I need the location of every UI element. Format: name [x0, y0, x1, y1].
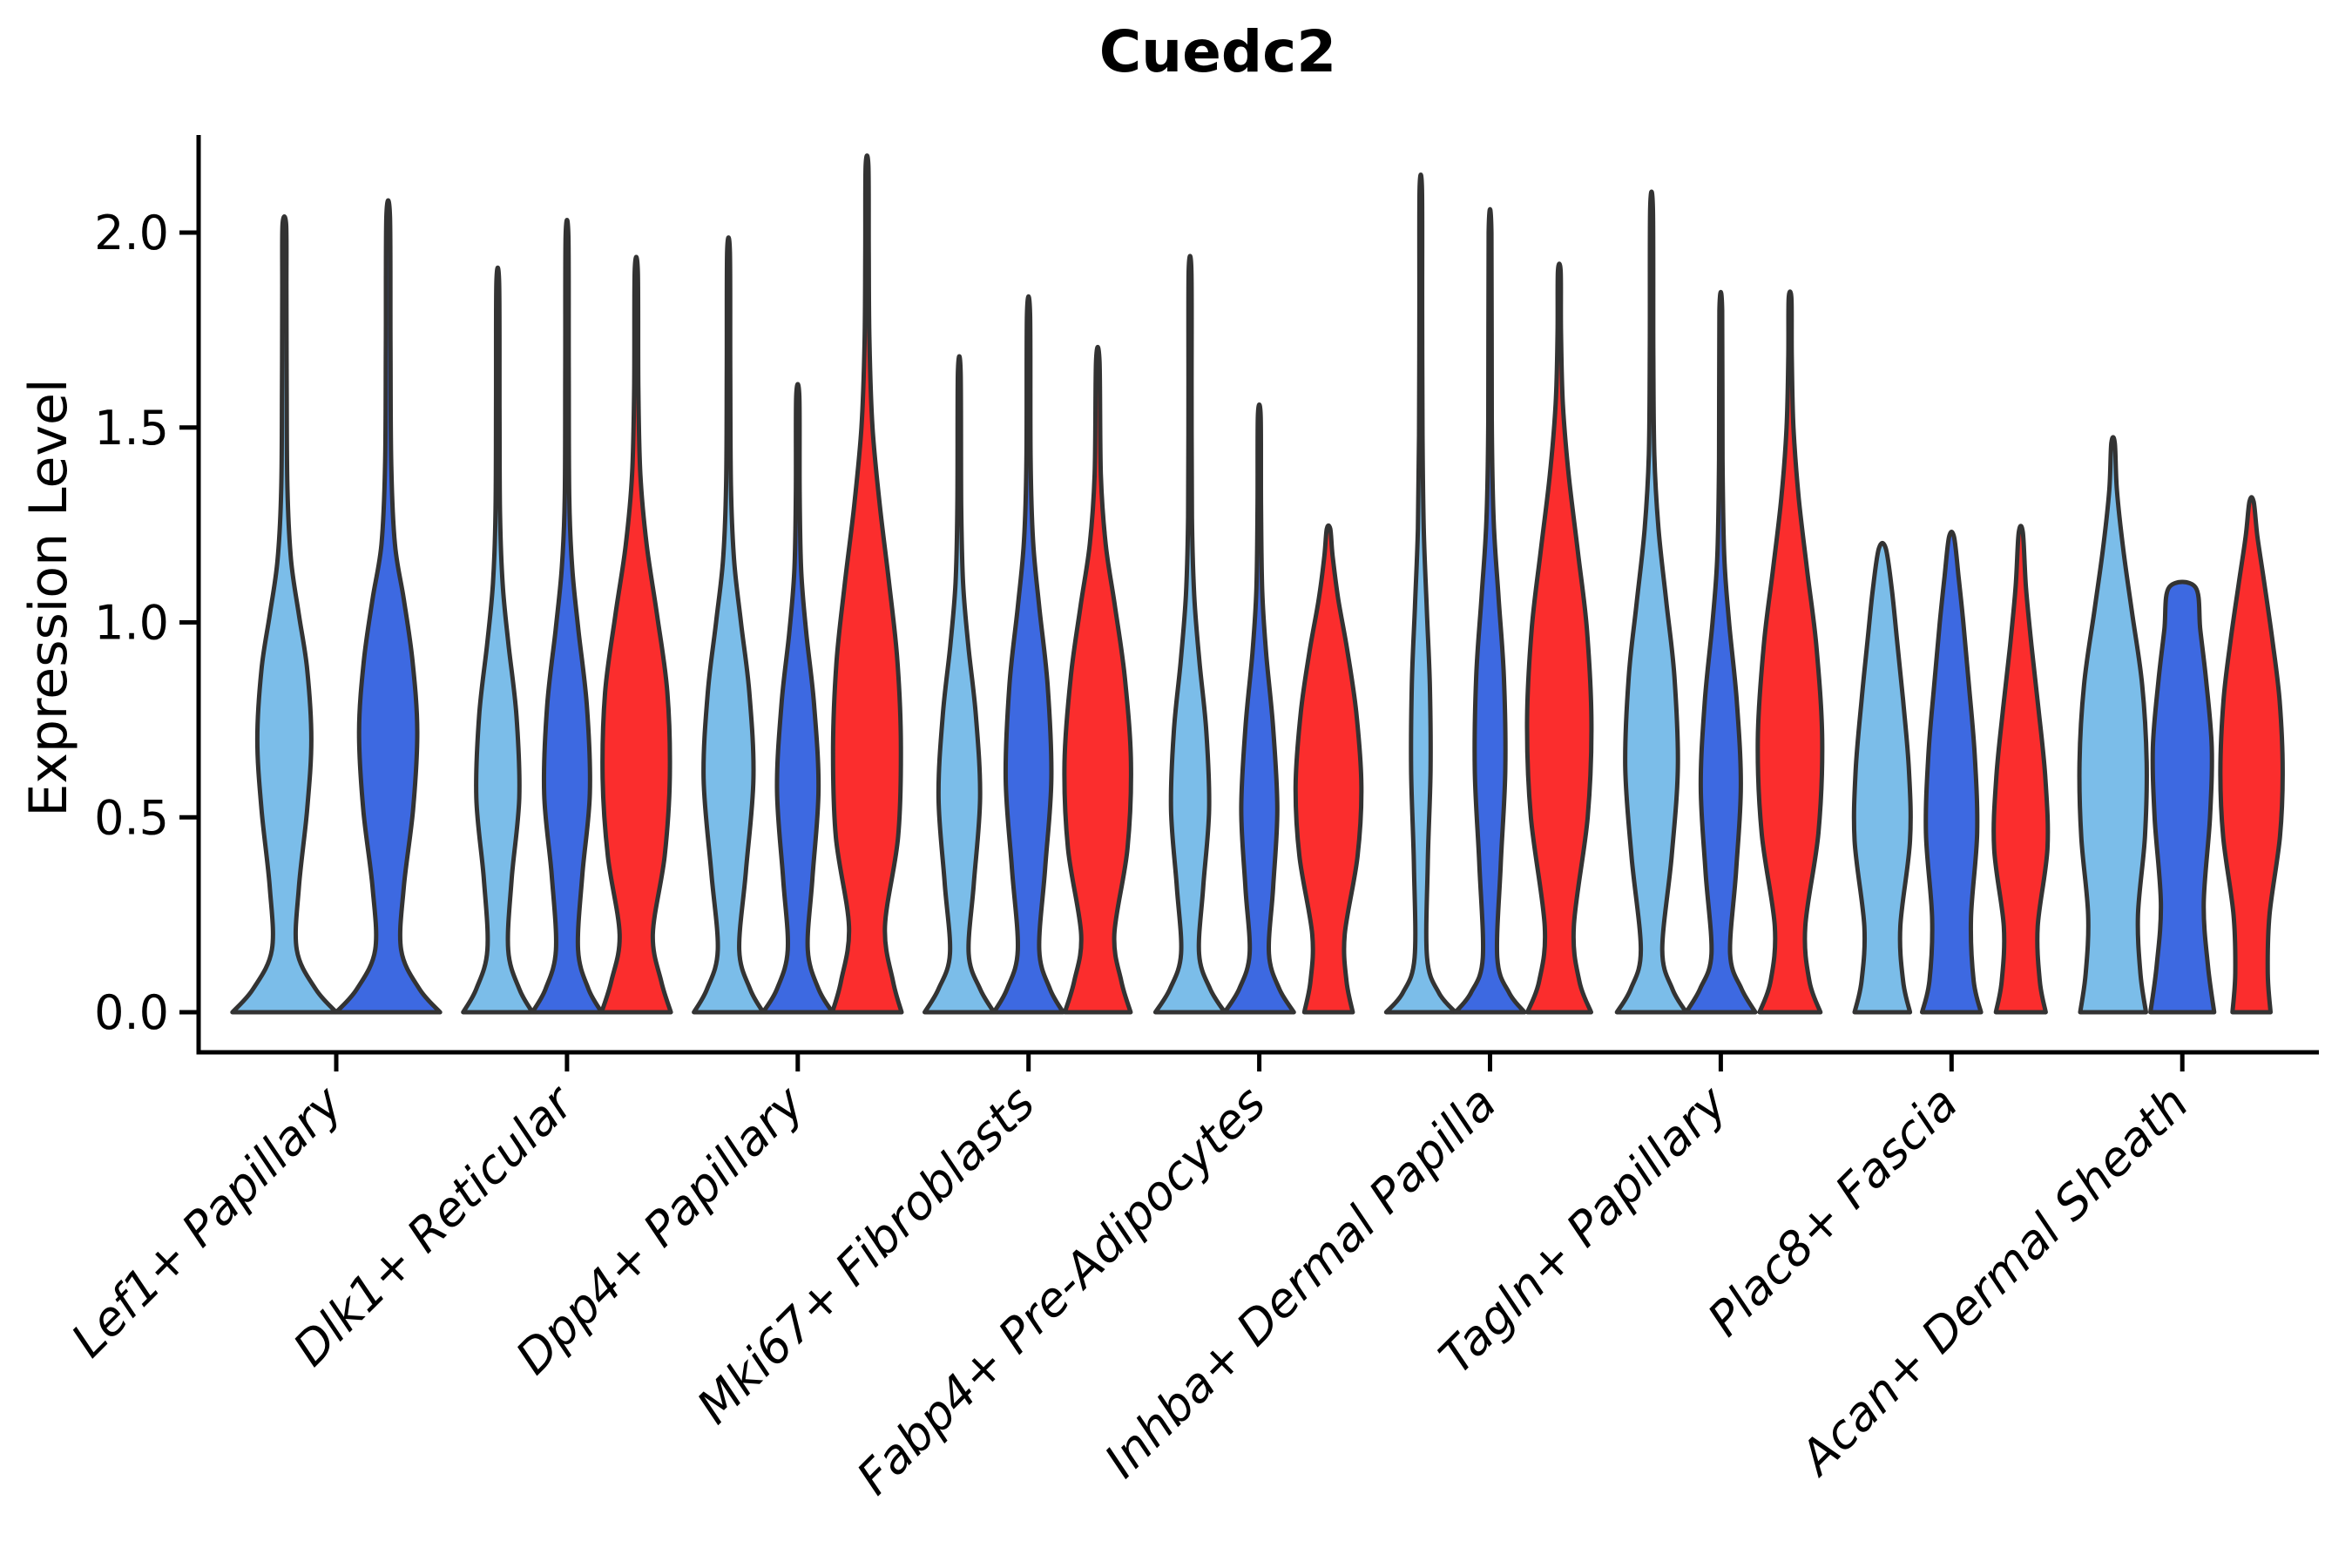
violin: [692, 235, 766, 1015]
y-tick-label: 2.0: [94, 206, 169, 260]
violin: [1991, 524, 2051, 1015]
violin: [1222, 402, 1296, 1015]
y-tick-label: 0.0: [94, 985, 169, 1040]
x-tick-label: Acan+ Dermal Sheath: [1788, 1076, 2199, 1487]
violin: [830, 153, 904, 1015]
violin: [1062, 344, 1133, 1015]
violin: [461, 265, 535, 1015]
violin: [530, 217, 605, 1015]
violin: [1614, 189, 1689, 1015]
violin: [1851, 540, 1913, 1015]
violin: [1920, 529, 1984, 1015]
violin: [1453, 206, 1527, 1015]
violin: [2218, 495, 2285, 1015]
violin: [1755, 289, 1825, 1015]
axes-layer: [179, 135, 2319, 1071]
violin: [1524, 261, 1594, 1015]
y-axis-title: Expression Level: [18, 378, 79, 816]
violin: [760, 382, 835, 1015]
x-tick-label: Fabp4+ Pre-Adipocytes: [846, 1076, 1275, 1505]
y-tick-label: 0.5: [94, 790, 169, 845]
y-tick-label: 1.0: [94, 596, 169, 651]
violin: [599, 254, 673, 1015]
violin: [1684, 289, 1758, 1015]
violin: [2148, 579, 2217, 1015]
violin: [1152, 253, 1227, 1015]
violin: [991, 294, 1065, 1015]
violin: [334, 198, 443, 1015]
violin-layer: [230, 153, 2285, 1015]
y-tick-label: 1.5: [94, 401, 169, 456]
x-tick-label: Inhba+ Dermal Papilla: [1094, 1076, 1507, 1489]
violin: [1383, 172, 1458, 1015]
chart-title: Cuedc2: [1099, 18, 1336, 85]
violin: [923, 354, 997, 1015]
x-tick-label: Plac8+ Fascia: [1697, 1076, 1968, 1347]
violin: [1293, 523, 1364, 1015]
violin: [2077, 435, 2149, 1015]
violin: [230, 214, 339, 1015]
